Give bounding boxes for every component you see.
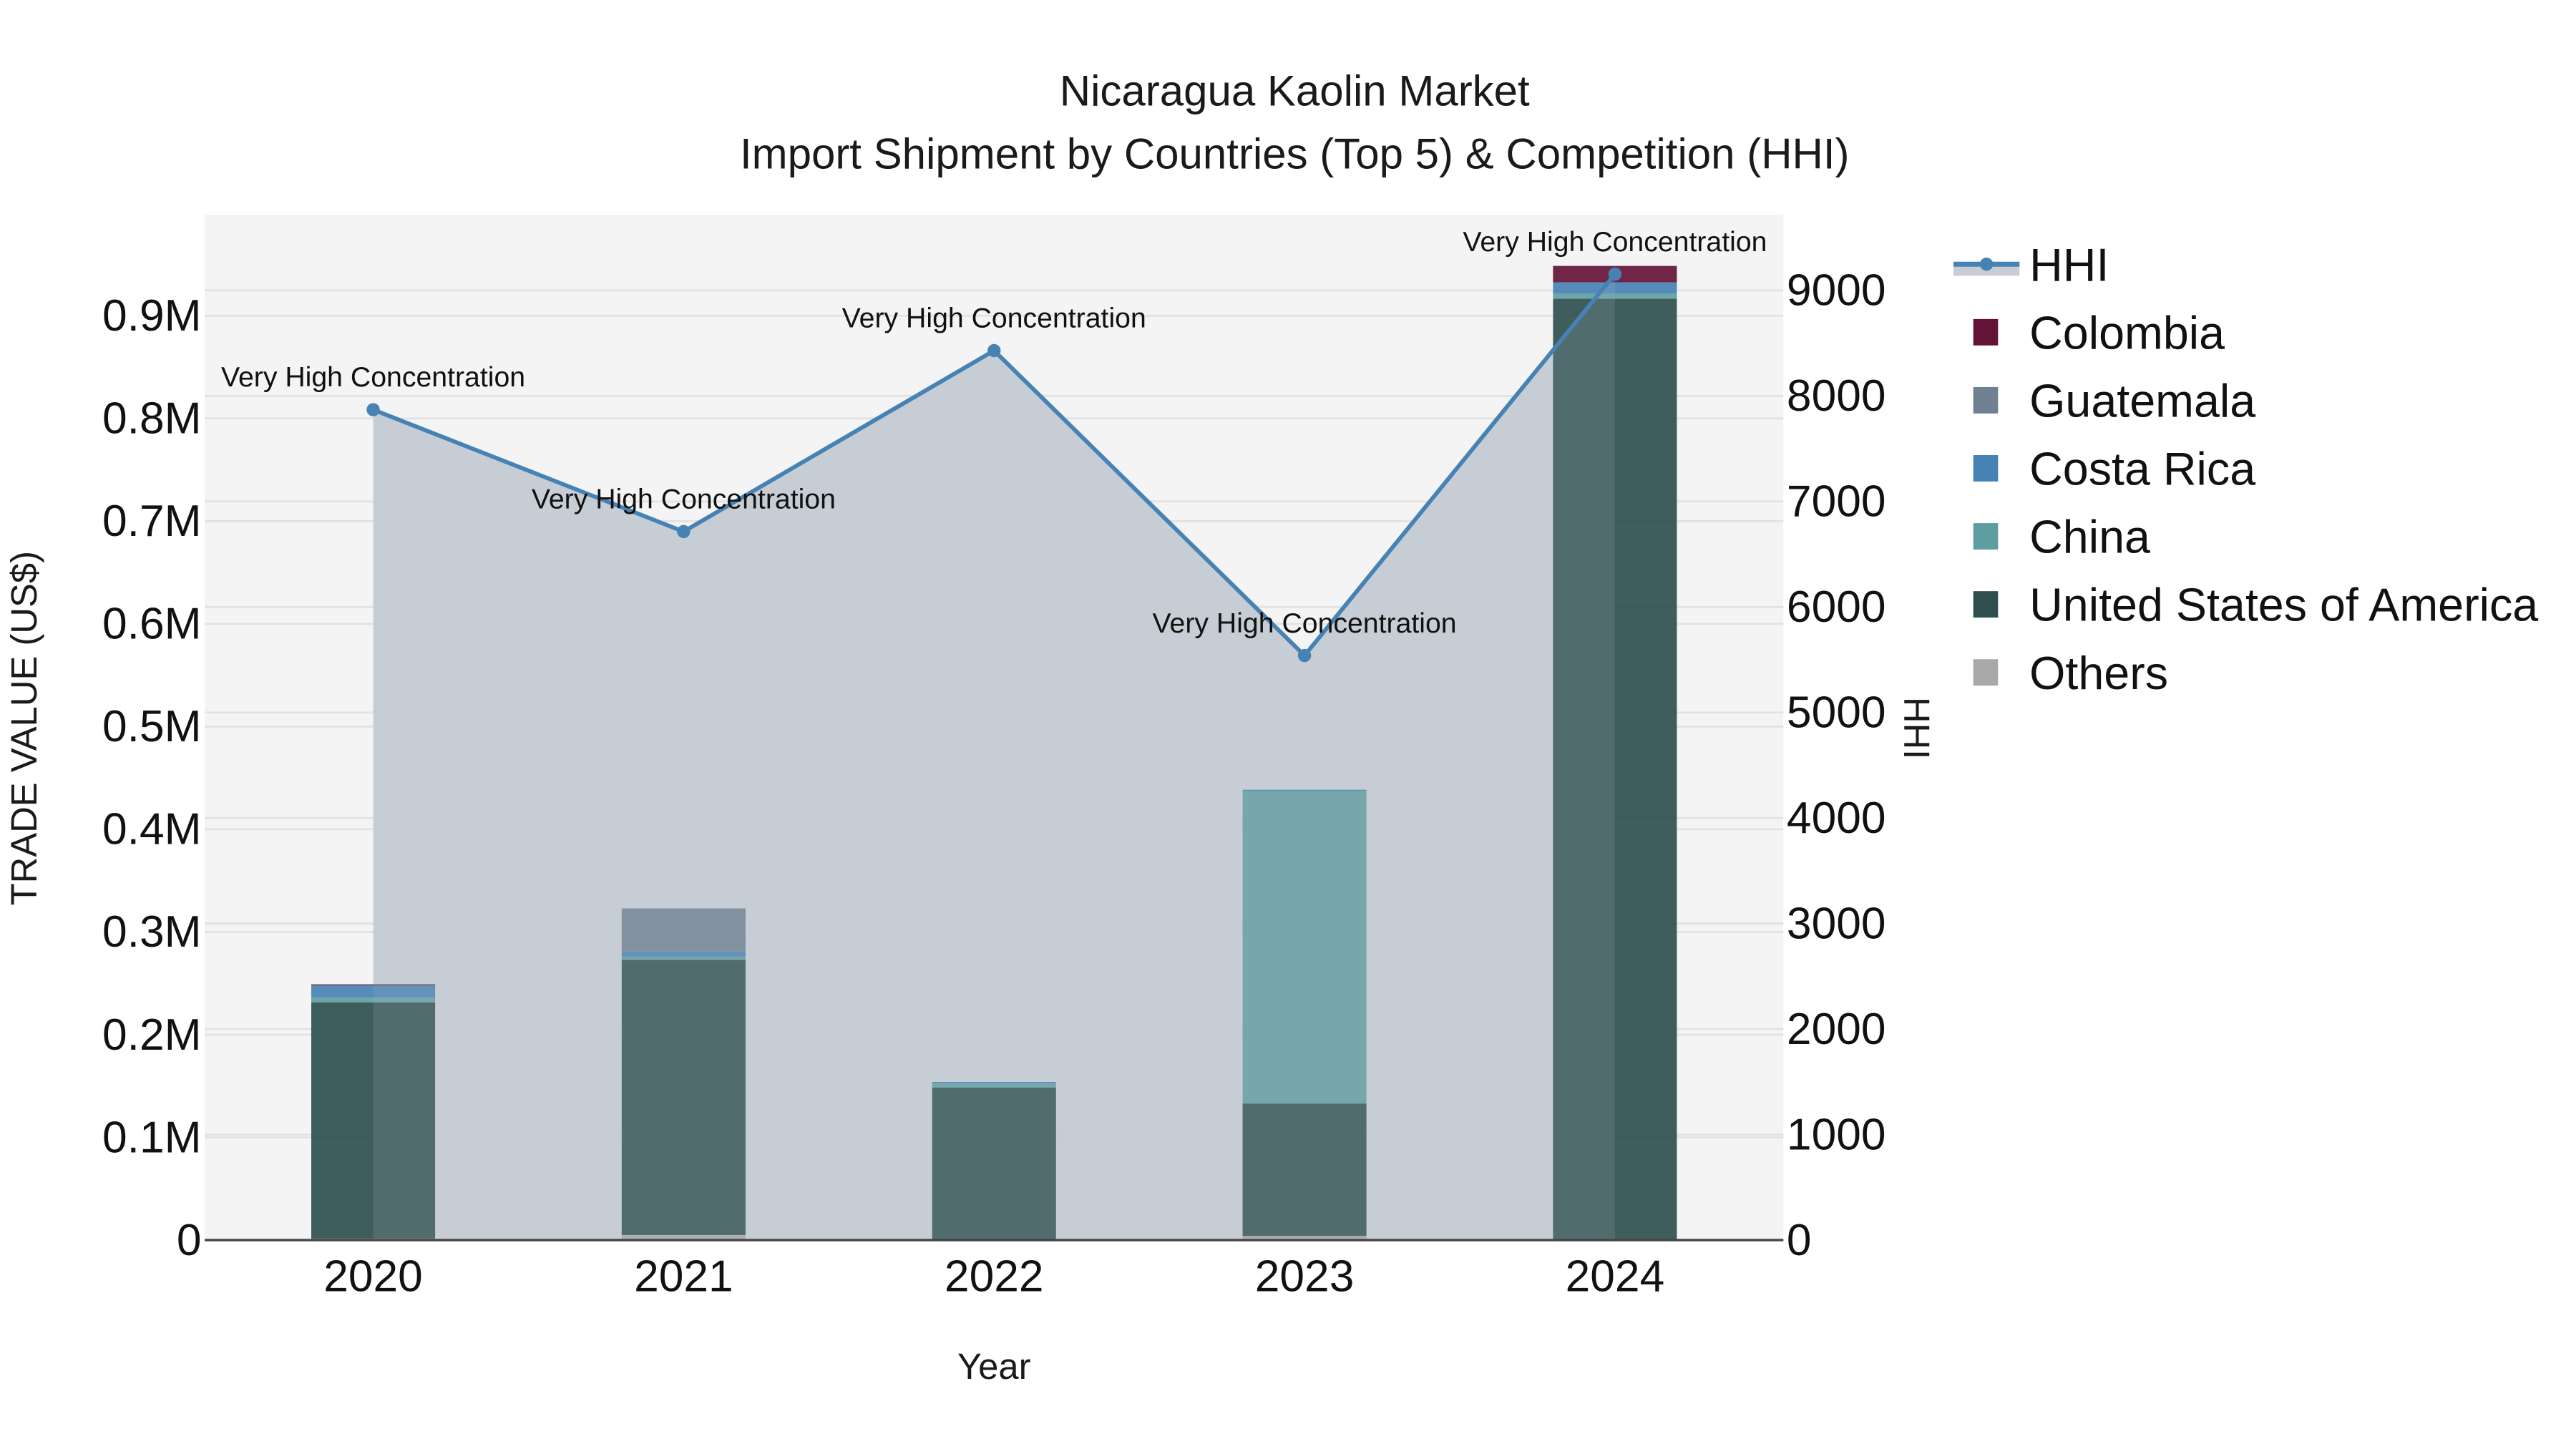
bar-segment-united-states-of-america[interactable] (621, 960, 746, 1235)
y-axis-right-ticks: 0 1000 2000 3000 4000 5000 6000 7000 8000 9000 (1787, 266, 1886, 1265)
y-right-tick-label: 0 (1787, 1216, 1812, 1265)
bar-segment-others[interactable] (1242, 1236, 1367, 1241)
x-tick-label: 2024 (1566, 1252, 1665, 1302)
bar-segment-china[interactable] (621, 956, 746, 960)
y-left-tick-label: 0.7M (102, 497, 202, 546)
bar-segment-guatemala[interactable] (621, 908, 746, 952)
y-left-tick-label: 0.8M (102, 394, 202, 444)
bar-segment-united-states-of-america[interactable] (1553, 298, 1677, 1240)
hhi-marker[interactable] (1297, 648, 1312, 663)
hhi-line (366, 267, 1622, 1241)
hhi-annotation: Very High Concentration (532, 484, 836, 515)
legend-swatch-icon (1973, 455, 1999, 482)
hhi-annotation: Very High Concentration (221, 361, 525, 393)
bar-segment-china[interactable] (1553, 293, 1677, 299)
y-right-tick-label: 4000 (1787, 794, 1886, 843)
bar-segment-costa-rica[interactable] (1553, 282, 1677, 294)
y-left-tick-label: 0.5M (102, 702, 202, 751)
legend-swatch-icon (1973, 523, 1999, 550)
y-left-tick-label: 0.4M (102, 805, 202, 854)
x-tick-label: 2022 (945, 1252, 1044, 1302)
hhi-marker[interactable] (1608, 267, 1622, 281)
legend-label: China (2029, 512, 2150, 563)
y-right-tick-label: 8000 (1787, 371, 1886, 421)
y-right-tick-label: 9000 (1787, 266, 1886, 316)
legend-item-united-states-of-america[interactable]: United States of America (1973, 580, 2539, 631)
bar-segment-costa-rica[interactable] (1242, 789, 1367, 791)
bar-segment-others[interactable] (621, 1234, 746, 1241)
legend-label: Colombia (2029, 307, 2225, 358)
hhi-annotations: Very High Concentration Very High Concent… (221, 226, 1767, 639)
bar-segment-china[interactable] (311, 997, 436, 1002)
legend-marker-icon (1979, 258, 1994, 271)
legend-label: United States of America (2029, 580, 2538, 631)
y-axis-left-ticks: 0 0.1M 0.2M 0.3M 0.4M 0.5M 0.6M 0.7M 0.8M 0.9M (102, 291, 202, 1265)
y-left-tick-label: 0 (177, 1216, 202, 1265)
bar-segment-china[interactable] (1242, 791, 1367, 1104)
y-right-tick-label: 3000 (1787, 899, 1886, 948)
bar-segment-costa-rica[interactable] (311, 985, 436, 998)
bar-segment-united-states-of-america[interactable] (932, 1087, 1056, 1240)
hhi-area-overlay (373, 274, 1615, 1241)
x-tick-label: 2020 (323, 1252, 423, 1302)
legend: HHI Colombia Guatemala Costa Rica China Unite… (1953, 239, 2539, 699)
y-left-tick-label: 0.3M (102, 907, 202, 957)
x-tick-label: 2021 (634, 1252, 733, 1302)
chart-title-line2: Import Shipment by Countries (Top 5) & C… (740, 130, 1850, 177)
y-right-tick-label: 7000 (1787, 477, 1886, 527)
x-axis-ticks: 2020 2021 2022 2023 2024 (323, 1252, 1664, 1302)
legend-swatch-icon (1973, 318, 1999, 346)
bar-segment-china[interactable] (932, 1083, 1056, 1088)
hhi-annotation: Very High Concentration (842, 303, 1146, 334)
y-right-tick-label: 2000 (1787, 1005, 1886, 1054)
legend-item-colombia[interactable]: Colombia (1973, 307, 2225, 358)
y-left-tick-label: 0.1M (102, 1113, 202, 1162)
bar-segment-costa-rica[interactable] (932, 1082, 1056, 1084)
legend-swatch-icon (1973, 591, 1999, 618)
bar-segment-costa-rica[interactable] (621, 951, 746, 957)
y-right-tick-label: 5000 (1787, 688, 1886, 738)
legend-item-guatemala[interactable]: Guatemala (1973, 375, 2256, 426)
hhi-annotation: Very High Concentration (1153, 608, 1457, 639)
hhi-marker[interactable] (366, 403, 380, 416)
legend-label: Costa Rica (2029, 444, 2255, 495)
legend-label: HHI (2029, 239, 2109, 291)
hhi-annotation: Very High Concentration (1463, 226, 1767, 258)
legend-swatch-icon (1973, 386, 1999, 414)
legend-item-costa-rica[interactable]: Costa Rica (1973, 444, 2256, 495)
bar-segment-united-states-of-america[interactable] (1242, 1103, 1367, 1236)
bar-segment-united-states-of-america[interactable] (311, 1002, 436, 1239)
y-left-tick-label: 0.2M (102, 1010, 202, 1060)
legend-item-others[interactable]: Others (1973, 648, 2168, 699)
legend-item-hhi[interactable]: HHI (1953, 239, 2109, 291)
hhi-marker[interactable] (677, 525, 691, 539)
chart-title-line1: Nicaragua Kaolin Market (1060, 67, 1530, 115)
legend-label: Guatemala (2029, 375, 2255, 426)
x-tick-label: 2023 (1255, 1252, 1355, 1302)
stacked-bars (311, 265, 1677, 1241)
legend-swatch-icon (1973, 659, 1999, 686)
hhi-marker[interactable] (987, 343, 1001, 358)
y-left-tick-label: 0.9M (102, 291, 202, 341)
legend-label: Others (2029, 648, 2168, 699)
y-right-tick-label: 6000 (1787, 582, 1886, 632)
y-left-tick-label: 0.6M (102, 600, 202, 649)
y-right-tick-label: 1000 (1787, 1110, 1886, 1159)
x-axis-title: Year (957, 1346, 1031, 1387)
y-axis-left-title: TRADE VALUE (US$) (4, 551, 44, 905)
y-axis-right-title: HHI (1896, 697, 1937, 759)
legend-item-china[interactable]: China (1973, 512, 2150, 563)
